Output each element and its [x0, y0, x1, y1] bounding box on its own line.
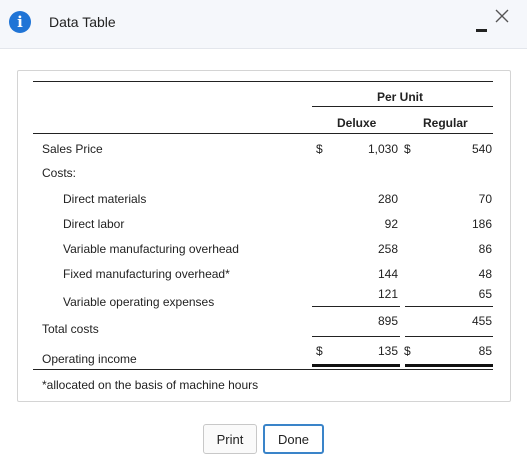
table-bottom-rule — [33, 369, 493, 370]
total-costs-deluxe: 895 — [377, 314, 398, 328]
total-rule-deluxe — [312, 336, 400, 337]
operating-income-regular: 85 — [478, 344, 492, 358]
sales-price-label: Sales Price — [42, 142, 103, 156]
info-icon: i — [9, 11, 31, 33]
direct-labor-regular: 186 — [471, 217, 492, 231]
sales-price-regular: 540 — [471, 142, 492, 156]
double-underline-regular — [405, 364, 493, 367]
subtotal-rule-deluxe — [312, 306, 400, 307]
footnote: *allocated on the basis of machine hours — [42, 378, 259, 392]
direct-labor-deluxe: 92 — [384, 217, 398, 231]
dialog-title-bar: i Data Table — [0, 0, 527, 49]
variable-mfg-overhead-regular: 86 — [478, 242, 492, 256]
fixed-mfg-overhead-regular: 48 — [478, 267, 492, 281]
operating-income-label: Operating income — [42, 352, 137, 366]
total-rule-regular — [405, 336, 493, 337]
currency-symbol: $ — [316, 344, 323, 358]
variable-operating-expenses-label: Variable operating expenses — [63, 295, 215, 309]
sales-price-deluxe: 1,030 — [367, 142, 398, 156]
per-unit-rule — [312, 106, 493, 107]
minimize-icon[interactable] — [476, 20, 488, 32]
data-table-panel — [17, 70, 511, 402]
subtotal-rule-regular — [405, 306, 493, 307]
close-icon[interactable] — [492, 6, 512, 26]
fixed-mfg-overhead-label: Fixed manufacturing overhead* — [63, 267, 230, 281]
variable-operating-expenses-deluxe: 121 — [377, 287, 398, 301]
costs-label: Costs: — [42, 166, 77, 180]
direct-materials-deluxe: 280 — [377, 192, 398, 206]
direct-labor-label: Direct labor — [63, 217, 125, 231]
table-top-rule — [33, 81, 493, 82]
dialog-title: Data Table — [49, 14, 116, 30]
currency-symbol: $ — [404, 142, 411, 156]
operating-income-deluxe: 135 — [377, 344, 398, 358]
variable-operating-expenses-regular: 65 — [478, 287, 492, 301]
total-costs-regular: 455 — [471, 314, 492, 328]
deluxe-column-header: Deluxe — [337, 116, 377, 130]
direct-materials-label: Direct materials — [63, 192, 147, 206]
currency-symbol: $ — [316, 142, 323, 156]
total-costs-label: Total costs — [42, 322, 99, 336]
variable-mfg-overhead-label: Variable manufacturing overhead — [63, 242, 239, 256]
regular-column-header: Regular — [423, 116, 468, 130]
per-unit-header: Per Unit — [377, 90, 424, 104]
print-button[interactable]: Print — [203, 424, 257, 454]
header-bottom-rule — [33, 133, 493, 134]
currency-symbol: $ — [404, 344, 411, 358]
variable-mfg-overhead-deluxe: 258 — [377, 242, 398, 256]
fixed-mfg-overhead-deluxe: 144 — [377, 267, 398, 281]
direct-materials-regular: 70 — [478, 192, 492, 206]
double-underline-deluxe — [312, 364, 400, 367]
done-button[interactable]: Done — [263, 424, 324, 454]
